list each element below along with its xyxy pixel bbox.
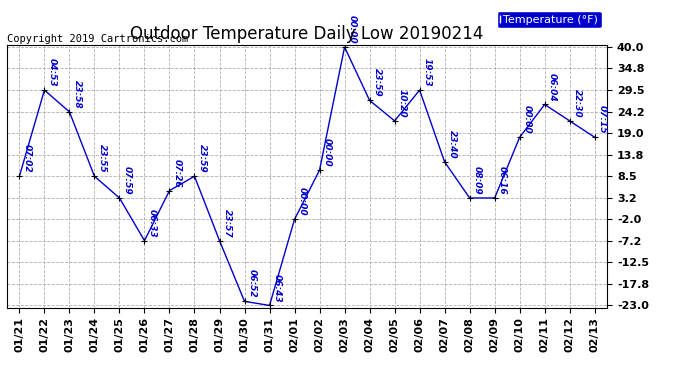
Text: 08:09: 08:09 (473, 166, 482, 195)
Text: 07:02: 07:02 (22, 144, 32, 173)
Text: 23:40: 23:40 (448, 130, 457, 159)
Text: 07:15: 07:15 (598, 105, 607, 134)
Text: 23:59: 23:59 (197, 144, 206, 173)
Text: 06:52: 06:52 (248, 270, 257, 298)
Text: 00:00: 00:00 (348, 15, 357, 44)
Legend: Temperature (°F): Temperature (°F) (497, 11, 602, 28)
Title: Outdoor Temperature Daily Low 20190214: Outdoor Temperature Daily Low 20190214 (130, 26, 484, 44)
Text: 07:59: 07:59 (122, 166, 132, 195)
Text: 19:53: 19:53 (422, 58, 432, 87)
Text: 23:57: 23:57 (222, 209, 232, 237)
Text: 06:33: 06:33 (148, 209, 157, 237)
Text: 06:04: 06:04 (548, 73, 557, 101)
Text: 23:55: 23:55 (97, 144, 106, 173)
Text: 00:00: 00:00 (522, 105, 532, 134)
Text: 23:58: 23:58 (72, 80, 81, 109)
Text: 07:26: 07:26 (172, 159, 181, 188)
Text: 00:00: 00:00 (297, 188, 306, 216)
Text: 22:30: 22:30 (573, 89, 582, 118)
Text: 06:43: 06:43 (273, 273, 282, 302)
Text: 06:16: 06:16 (497, 166, 506, 195)
Text: Copyright 2019 Cartronics.com: Copyright 2019 Cartronics.com (7, 34, 188, 44)
Text: 00:00: 00:00 (322, 138, 332, 167)
Text: 10:20: 10:20 (397, 89, 406, 118)
Text: 23:59: 23:59 (373, 69, 382, 97)
Text: 04:53: 04:53 (48, 58, 57, 87)
